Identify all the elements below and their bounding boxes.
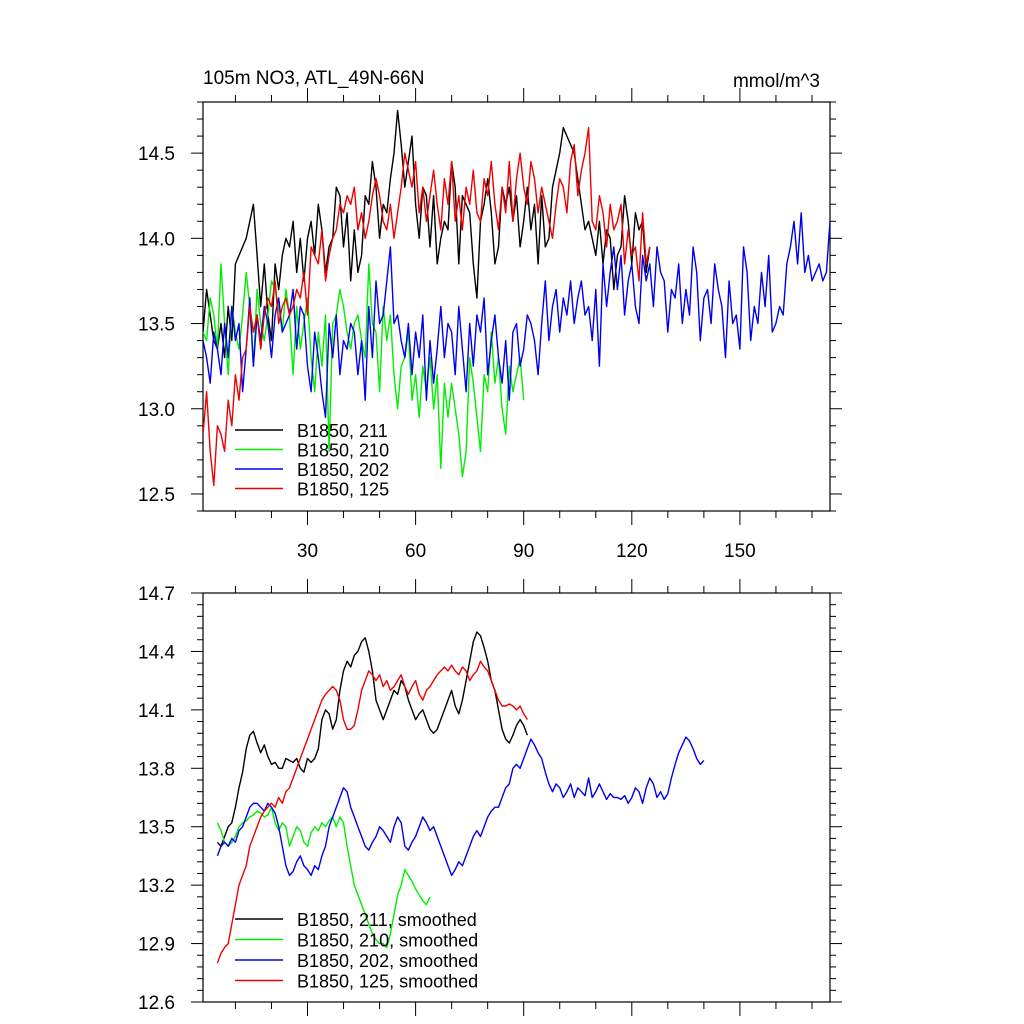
legend-label: B1850, 210 — [297, 441, 389, 461]
y-tick-label: 13.5 — [138, 818, 175, 839]
series-line-2 — [216, 736, 705, 877]
series-line-1 — [216, 806, 431, 949]
legend-label: B1850, 202 — [297, 460, 389, 480]
y-tick-label: 14.5 — [138, 144, 175, 165]
series-line-0 — [203, 109, 651, 359]
y-tick-label: 12.9 — [138, 935, 175, 956]
y-tick-label: 13.5 — [138, 315, 175, 336]
legend-label: B1850, 211, smoothed — [297, 910, 477, 930]
y-tick-label: 14.7 — [138, 584, 175, 605]
legend-label: B1850, 125, smoothed — [297, 972, 478, 992]
legend-label: B1850, 211 — [297, 421, 388, 441]
y-tick-label: 12.6 — [138, 993, 175, 1014]
plot-title: 105m NO3, ATL_49N-66N — [203, 68, 424, 89]
y-tick-label: 13.0 — [138, 400, 175, 421]
y-tick-label: 13.2 — [138, 876, 175, 897]
x-tick-label: 30 — [297, 541, 318, 562]
series-line-0 — [216, 631, 528, 847]
legend-label: B1850, 202, smoothed — [297, 951, 478, 971]
y-tick-label: 14.4 — [138, 642, 175, 663]
y-tick-label: 14.1 — [138, 701, 175, 722]
x-tick-label: 60 — [405, 541, 426, 562]
legend-label: B1850, 210, smoothed — [297, 931, 478, 951]
series-line-3 — [203, 126, 651, 487]
series-line-1 — [203, 263, 525, 478]
units-label: mmol/m^3 — [733, 71, 820, 92]
legend-label: B1850, 125 — [297, 480, 389, 500]
raw-panel: 30 60 90 120 150 12.5 13.0 13.5 14.0 14.5 B1850, 2… — [138, 88, 842, 562]
smoothed-panel: 12.6 12.9 13.2 13.5 13.8 14.1 14.4 14.7 B1850, 2… — [138, 579, 842, 1016]
series-line-2 — [203, 212, 830, 418]
y-tick-label: 14.0 — [138, 229, 175, 250]
x-tick-label: 150 — [724, 541, 756, 562]
x-tick-label: 120 — [616, 541, 648, 562]
series-line-3 — [216, 660, 528, 964]
x-tick-label: 90 — [513, 541, 534, 562]
y-tick-label: 13.8 — [138, 759, 175, 780]
plot-frame — [202, 592, 831, 1003]
y-tick-label: 12.5 — [138, 485, 175, 506]
